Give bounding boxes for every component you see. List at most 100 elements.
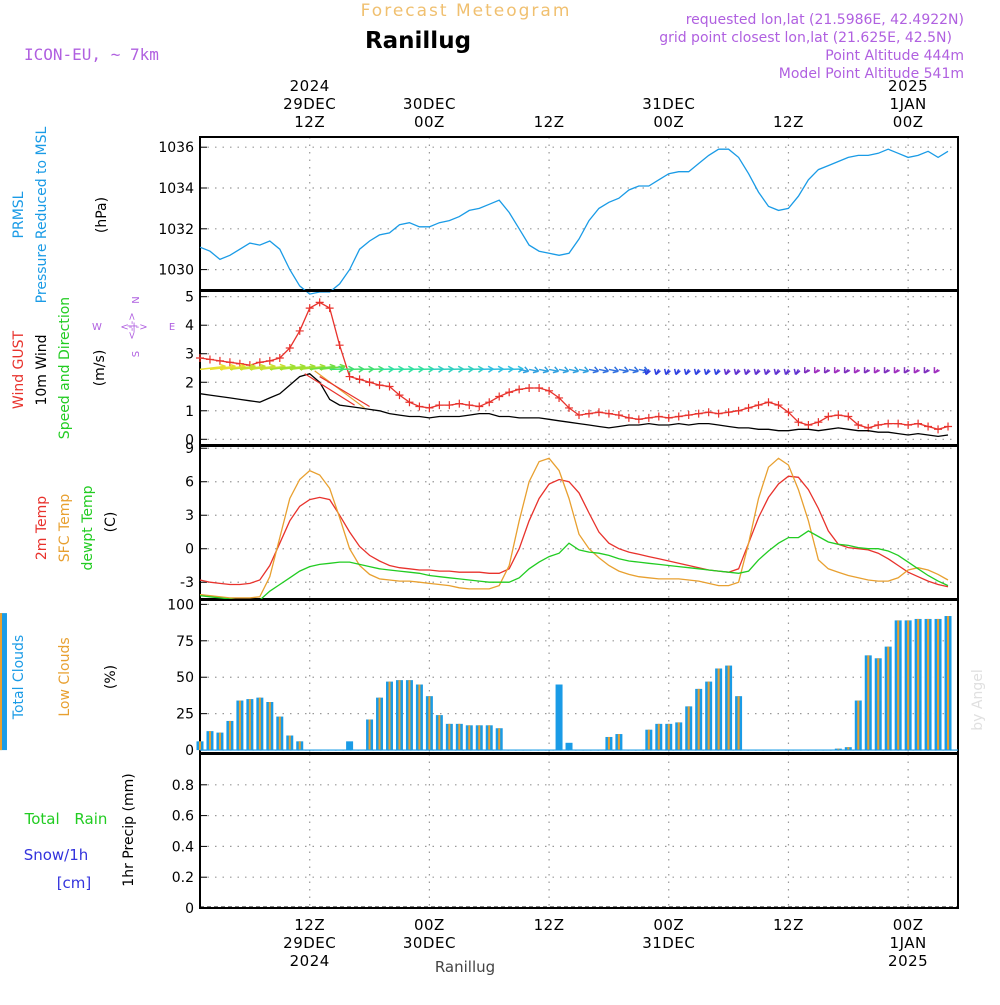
total-clouds-bar — [556, 685, 563, 751]
chart-title: Forecast Meteogram — [361, 1, 572, 21]
gust-point — [266, 357, 274, 365]
gust-point — [346, 373, 354, 381]
bottom-location: Ranillug — [435, 958, 495, 976]
gust-point — [326, 304, 334, 312]
wind-panel-labels: Wind GUST 10m Wind Speed and Direction (… — [11, 296, 175, 439]
low-clouds-bar — [668, 724, 670, 750]
bottom-time-label: 29DEC — [283, 934, 336, 952]
wind-compass: <-|-> N S <-|-> W E — [92, 296, 175, 357]
gust-point — [525, 384, 533, 392]
gust-point — [405, 398, 413, 406]
low-clouds-bar — [478, 725, 480, 750]
wind-direction-arrow — [675, 369, 681, 375]
wind-direction-arrow — [924, 367, 929, 373]
wind-direction-arrow — [695, 369, 701, 375]
low-clouds-bar — [927, 619, 929, 750]
bottom-time-label: 31DEC — [642, 934, 695, 952]
clouds-frame — [200, 600, 958, 753]
low-clouds-bar — [438, 715, 440, 750]
low-clouds-bar — [379, 698, 381, 750]
precip-ytick-label: 0 — [185, 901, 194, 917]
wind-unit: (m/s) — [92, 350, 108, 387]
pressure-label-prmsl: PRMSL — [11, 191, 27, 238]
gust-point — [645, 414, 653, 422]
wind-ytick-label: 4 — [185, 318, 194, 334]
temp-ytick-label: 0 — [185, 542, 194, 558]
gust-point — [435, 401, 443, 409]
bottom-time-label: 12Z — [773, 916, 804, 934]
requested-coords: requested lon,lat (21.5986E, 42.4922N) — [686, 12, 964, 28]
low-clouds-bar — [468, 725, 470, 750]
clouds-ytick-label: 50 — [176, 670, 194, 686]
pressure-ytick-label: 1032 — [158, 222, 194, 238]
low-clouds-bar — [658, 724, 660, 750]
bottom-time-label: 00Z — [414, 916, 445, 934]
compass-w: W — [92, 322, 102, 333]
low-clouds-bar — [947, 616, 949, 750]
chart-panels: 1030103210341036012345-30369025507510000… — [0, 137, 958, 917]
wind-direction-arrow — [724, 369, 730, 375]
gust-point — [336, 341, 344, 349]
low-clouds-bar — [488, 725, 490, 750]
low-clouds-bar — [219, 733, 221, 750]
temp-ytick-label: 6 — [185, 475, 194, 491]
wind-direction-arrow — [744, 369, 750, 375]
wind-direction-arrow — [784, 369, 790, 375]
gust-point — [824, 412, 832, 420]
precip-panel: 00.20.40.60.8 — [172, 754, 958, 917]
temp-ytick-label: 9 — [185, 441, 194, 457]
clouds-ytick-label: 0 — [185, 743, 194, 759]
temp-panel-labels: 2m Temp SFC Temp dewpt Temp (C) — [34, 485, 119, 570]
clouds-unit: (%) — [103, 665, 119, 689]
location-title: Ranillug — [365, 28, 471, 54]
gust-point — [366, 378, 374, 386]
gust-point — [296, 327, 304, 335]
wind-ytick-label: 2 — [185, 375, 194, 391]
low-clouds-bar — [708, 682, 710, 750]
temp-sfc-label: SFC Temp — [57, 494, 73, 563]
bottom-time-label: 12Z — [534, 916, 565, 934]
low-clouds-bar — [907, 620, 909, 750]
gust-point — [874, 421, 882, 429]
gust-point — [804, 421, 812, 429]
bottom-time-label: 2025 — [888, 952, 928, 970]
gust-point — [655, 412, 663, 420]
gust-point — [196, 354, 204, 362]
temperature-series-line — [200, 458, 948, 598]
low-clouds-bar — [458, 724, 460, 750]
gust-point — [475, 403, 483, 411]
precip-ytick-label: 0.2 — [172, 870, 194, 886]
top-time-label: 2024 — [290, 77, 330, 95]
low-clouds-label: Low Clouds — [57, 637, 73, 716]
gust-point — [465, 401, 473, 409]
wind-series-line — [200, 374, 948, 437]
low-clouds-bar — [937, 619, 939, 750]
low-clouds-bar — [728, 666, 730, 751]
model-altitude: Model Point Altitude 541m — [779, 66, 964, 82]
gust-point — [924, 422, 932, 430]
low-clouds-bar — [917, 619, 919, 750]
gust-point — [206, 355, 214, 363]
top-time-label: 12Z — [534, 113, 565, 131]
gust-point — [685, 411, 693, 419]
wind-direction-arrow — [539, 367, 548, 373]
gust-point — [944, 422, 952, 430]
low-clouds-bar — [857, 701, 859, 751]
temp-ytick-label: 3 — [185, 508, 194, 524]
snow-cm-label: [cm] — [57, 874, 92, 892]
wind-direction-arrow — [685, 369, 691, 375]
low-clouds-bar — [418, 685, 420, 751]
gust-point — [765, 398, 773, 406]
pressure-frame — [200, 137, 958, 290]
wind-direction-arrow — [825, 367, 830, 373]
gust-point — [834, 411, 842, 419]
top-time-label: 12Z — [773, 113, 804, 131]
bottom-time-label: 00Z — [653, 916, 684, 934]
wind-direction-arrow — [865, 367, 870, 373]
wind-direction-arrow-long — [315, 371, 365, 408]
low-clouds-bar — [408, 680, 410, 750]
gust-point — [415, 403, 423, 411]
